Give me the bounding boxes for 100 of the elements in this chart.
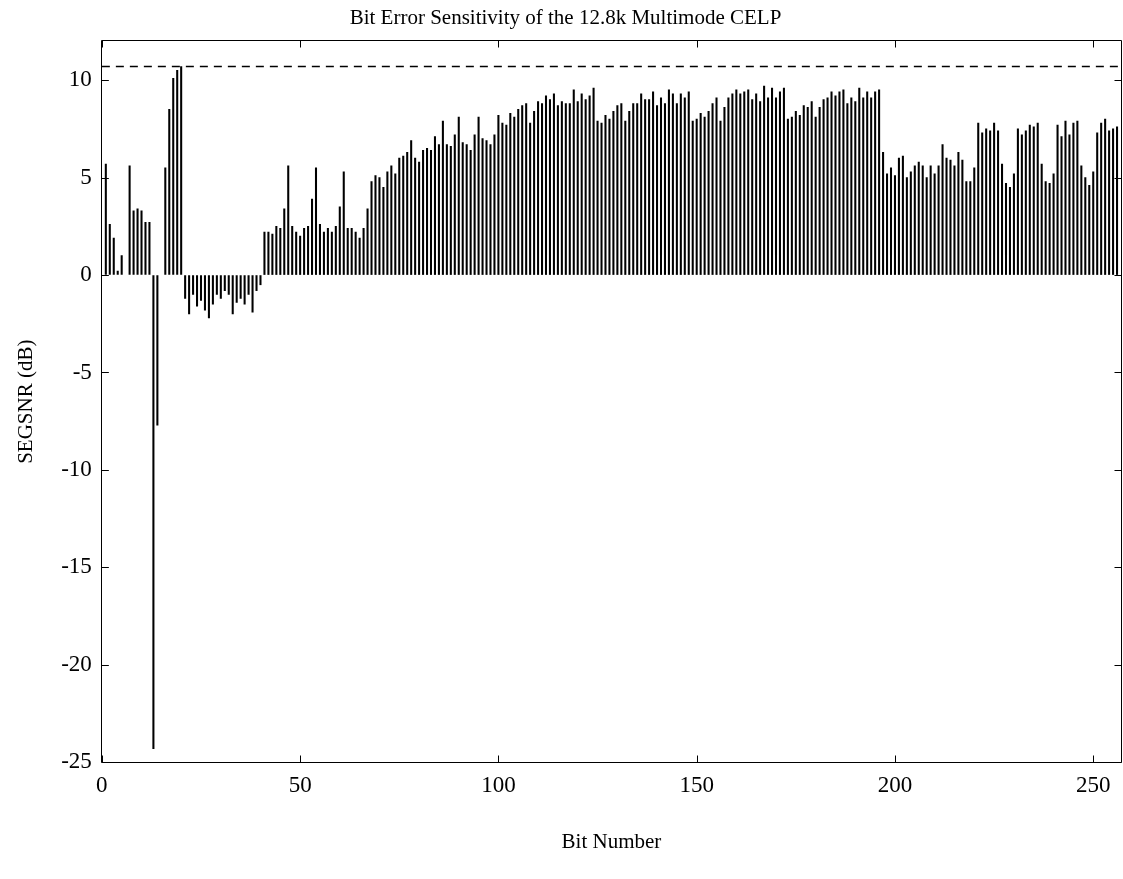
bar (287, 165, 290, 275)
bar (656, 105, 659, 275)
bar (429, 149, 433, 275)
bar (703, 116, 706, 275)
bar (461, 142, 464, 275)
bar (196, 275, 199, 307)
bar (640, 93, 643, 275)
bar (822, 99, 825, 275)
bar (941, 144, 944, 275)
bar (961, 159, 964, 275)
bar (481, 138, 484, 275)
bar (1108, 130, 1111, 275)
bar (283, 208, 286, 275)
bar (667, 89, 670, 275)
bar (957, 151, 960, 275)
bar (426, 148, 429, 275)
bar (509, 112, 512, 275)
bar (731, 93, 734, 275)
bar (386, 171, 389, 275)
x-tick-label: 50 (288, 772, 312, 798)
bar (437, 144, 440, 275)
bar (937, 165, 940, 275)
bar (933, 173, 936, 275)
bar (148, 222, 151, 275)
bar (497, 114, 500, 275)
bar (295, 231, 298, 275)
bar (675, 103, 678, 275)
bar (322, 231, 325, 275)
bar (572, 89, 575, 275)
bar (699, 112, 702, 275)
x-axis-title: Bit Number (561, 828, 662, 853)
bar (1088, 185, 1091, 275)
bar (485, 140, 488, 275)
bar (818, 107, 821, 275)
bar (782, 87, 785, 275)
bar (834, 95, 837, 275)
bar (977, 122, 980, 275)
y-tick-label: 10 (68, 66, 92, 92)
bar (457, 116, 460, 275)
bar (1112, 128, 1115, 275)
bar (537, 101, 540, 275)
bar (659, 97, 663, 275)
bar (410, 140, 413, 275)
bar (433, 136, 436, 275)
bar (441, 120, 444, 275)
bar (1044, 181, 1047, 275)
bar (188, 275, 191, 315)
bar (1048, 183, 1051, 275)
bar (786, 118, 789, 275)
bar (897, 157, 900, 275)
bar (184, 275, 187, 299)
bar (1040, 163, 1043, 275)
bar (529, 122, 532, 275)
bar (568, 103, 571, 275)
bar (1024, 130, 1027, 275)
bar (314, 167, 318, 275)
y-axis-title: SEGSNR (dB) (13, 339, 38, 464)
bar (168, 109, 171, 275)
bar (128, 165, 131, 275)
bar (120, 255, 123, 275)
bar (318, 224, 321, 275)
bar (981, 132, 984, 275)
bar (239, 275, 242, 299)
bar (525, 103, 528, 275)
bar (275, 225, 278, 275)
bar (905, 177, 908, 275)
bar (104, 163, 107, 275)
bar (624, 120, 627, 275)
bar (870, 97, 873, 275)
bar (338, 206, 341, 275)
bar (949, 159, 952, 275)
bar (362, 227, 365, 275)
bar (735, 89, 738, 275)
bar (394, 173, 397, 275)
bar (588, 95, 591, 275)
bar (354, 231, 357, 275)
bar (445, 144, 448, 275)
bar (806, 107, 809, 275)
bar (636, 103, 639, 275)
bar (505, 124, 508, 275)
bar (382, 187, 385, 275)
bar (552, 93, 555, 275)
bar (1084, 177, 1087, 275)
bar (1056, 124, 1059, 275)
bar (1020, 134, 1023, 275)
bar (767, 97, 770, 275)
bar (334, 225, 337, 275)
bar (707, 111, 710, 275)
bar (1080, 165, 1083, 275)
bar (152, 275, 155, 749)
bar (663, 103, 666, 275)
bar (548, 99, 551, 275)
bar (533, 111, 536, 275)
bar (1100, 122, 1103, 275)
bar (814, 116, 817, 275)
bar (755, 93, 758, 275)
bar (854, 101, 857, 275)
bar (878, 89, 881, 275)
bar (679, 93, 682, 275)
bar (842, 89, 845, 275)
